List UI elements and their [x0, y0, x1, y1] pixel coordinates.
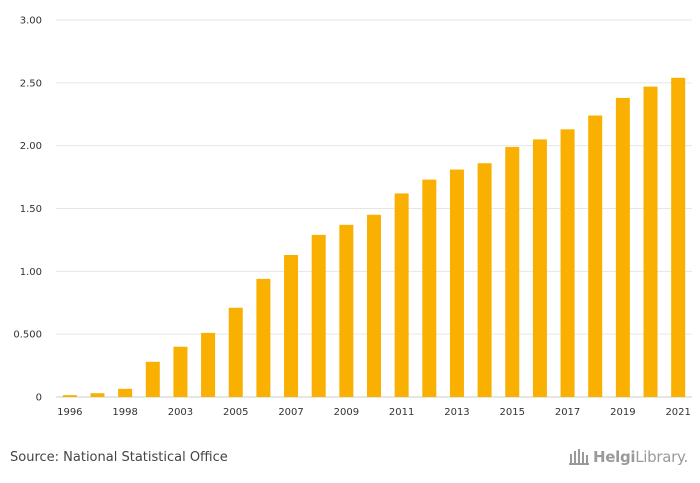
- x-tick-label: 2021: [665, 407, 690, 418]
- bar-chart: 0 0.500 1.00 1.50 2.00 2.50 3.00 1996 1998 2003 20…: [13, 16, 692, 418]
- x-tick-label: 1996: [57, 407, 82, 418]
- y-tick-label: 1.50: [20, 204, 42, 215]
- bar-2019: [615, 97, 630, 397]
- x-tick-label: 2009: [334, 407, 359, 418]
- bar-2008: [311, 234, 326, 397]
- bar-2005: [228, 307, 243, 397]
- source-note: Source: National Statistical Office: [10, 450, 228, 465]
- bar-2007: [284, 254, 299, 397]
- bar-1996: [62, 395, 77, 397]
- bar-1997: [90, 393, 105, 397]
- library-building-icon: [569, 449, 589, 465]
- y-tick-label: 0: [36, 393, 42, 404]
- bar-2010: [367, 214, 381, 397]
- x-tick-label: 2011: [389, 407, 414, 418]
- bar-2018: [588, 115, 603, 398]
- bar-2013: [449, 169, 464, 397]
- y-tick-label: 2.50: [20, 78, 42, 89]
- logo-library: Library.: [635, 448, 688, 466]
- y-tick-label: 2.00: [20, 141, 42, 152]
- bar-2020: [643, 86, 658, 397]
- x-tick-label: 2019: [610, 407, 635, 418]
- logo-helgi: Helgi: [593, 448, 636, 466]
- x-tick-label: 2015: [500, 407, 525, 418]
- y-tick-label: 0.500: [13, 330, 42, 341]
- bar-2011: [394, 193, 409, 397]
- bar-2003: [173, 346, 188, 397]
- x-tick-label: 2017: [555, 407, 580, 418]
- y-tick-label: 3.00: [20, 16, 42, 27]
- x-tick-label: 2005: [223, 407, 248, 418]
- bar-2016: [532, 139, 547, 397]
- bar-2021: [671, 77, 686, 397]
- logo-text: HelgiLibrary.: [593, 448, 688, 466]
- x-tick-label: 2007: [278, 407, 303, 418]
- bar-2015: [505, 146, 520, 397]
- bar-2017: [560, 129, 575, 397]
- bar-2012: [422, 179, 437, 397]
- bar-2004: [201, 332, 216, 397]
- bar-2009: [339, 224, 354, 397]
- bar-1998: [118, 388, 133, 397]
- x-tick-label: 2013: [444, 407, 469, 418]
- bar-2006: [256, 278, 271, 397]
- x-tick-label: 2003: [168, 407, 193, 418]
- x-tick-label: 1998: [112, 407, 137, 418]
- y-tick-label: 1.00: [20, 267, 42, 278]
- helgilibrary-logo: HelgiLibrary.: [568, 448, 688, 466]
- bar-2014: [477, 163, 492, 397]
- bar-1999: [145, 361, 160, 397]
